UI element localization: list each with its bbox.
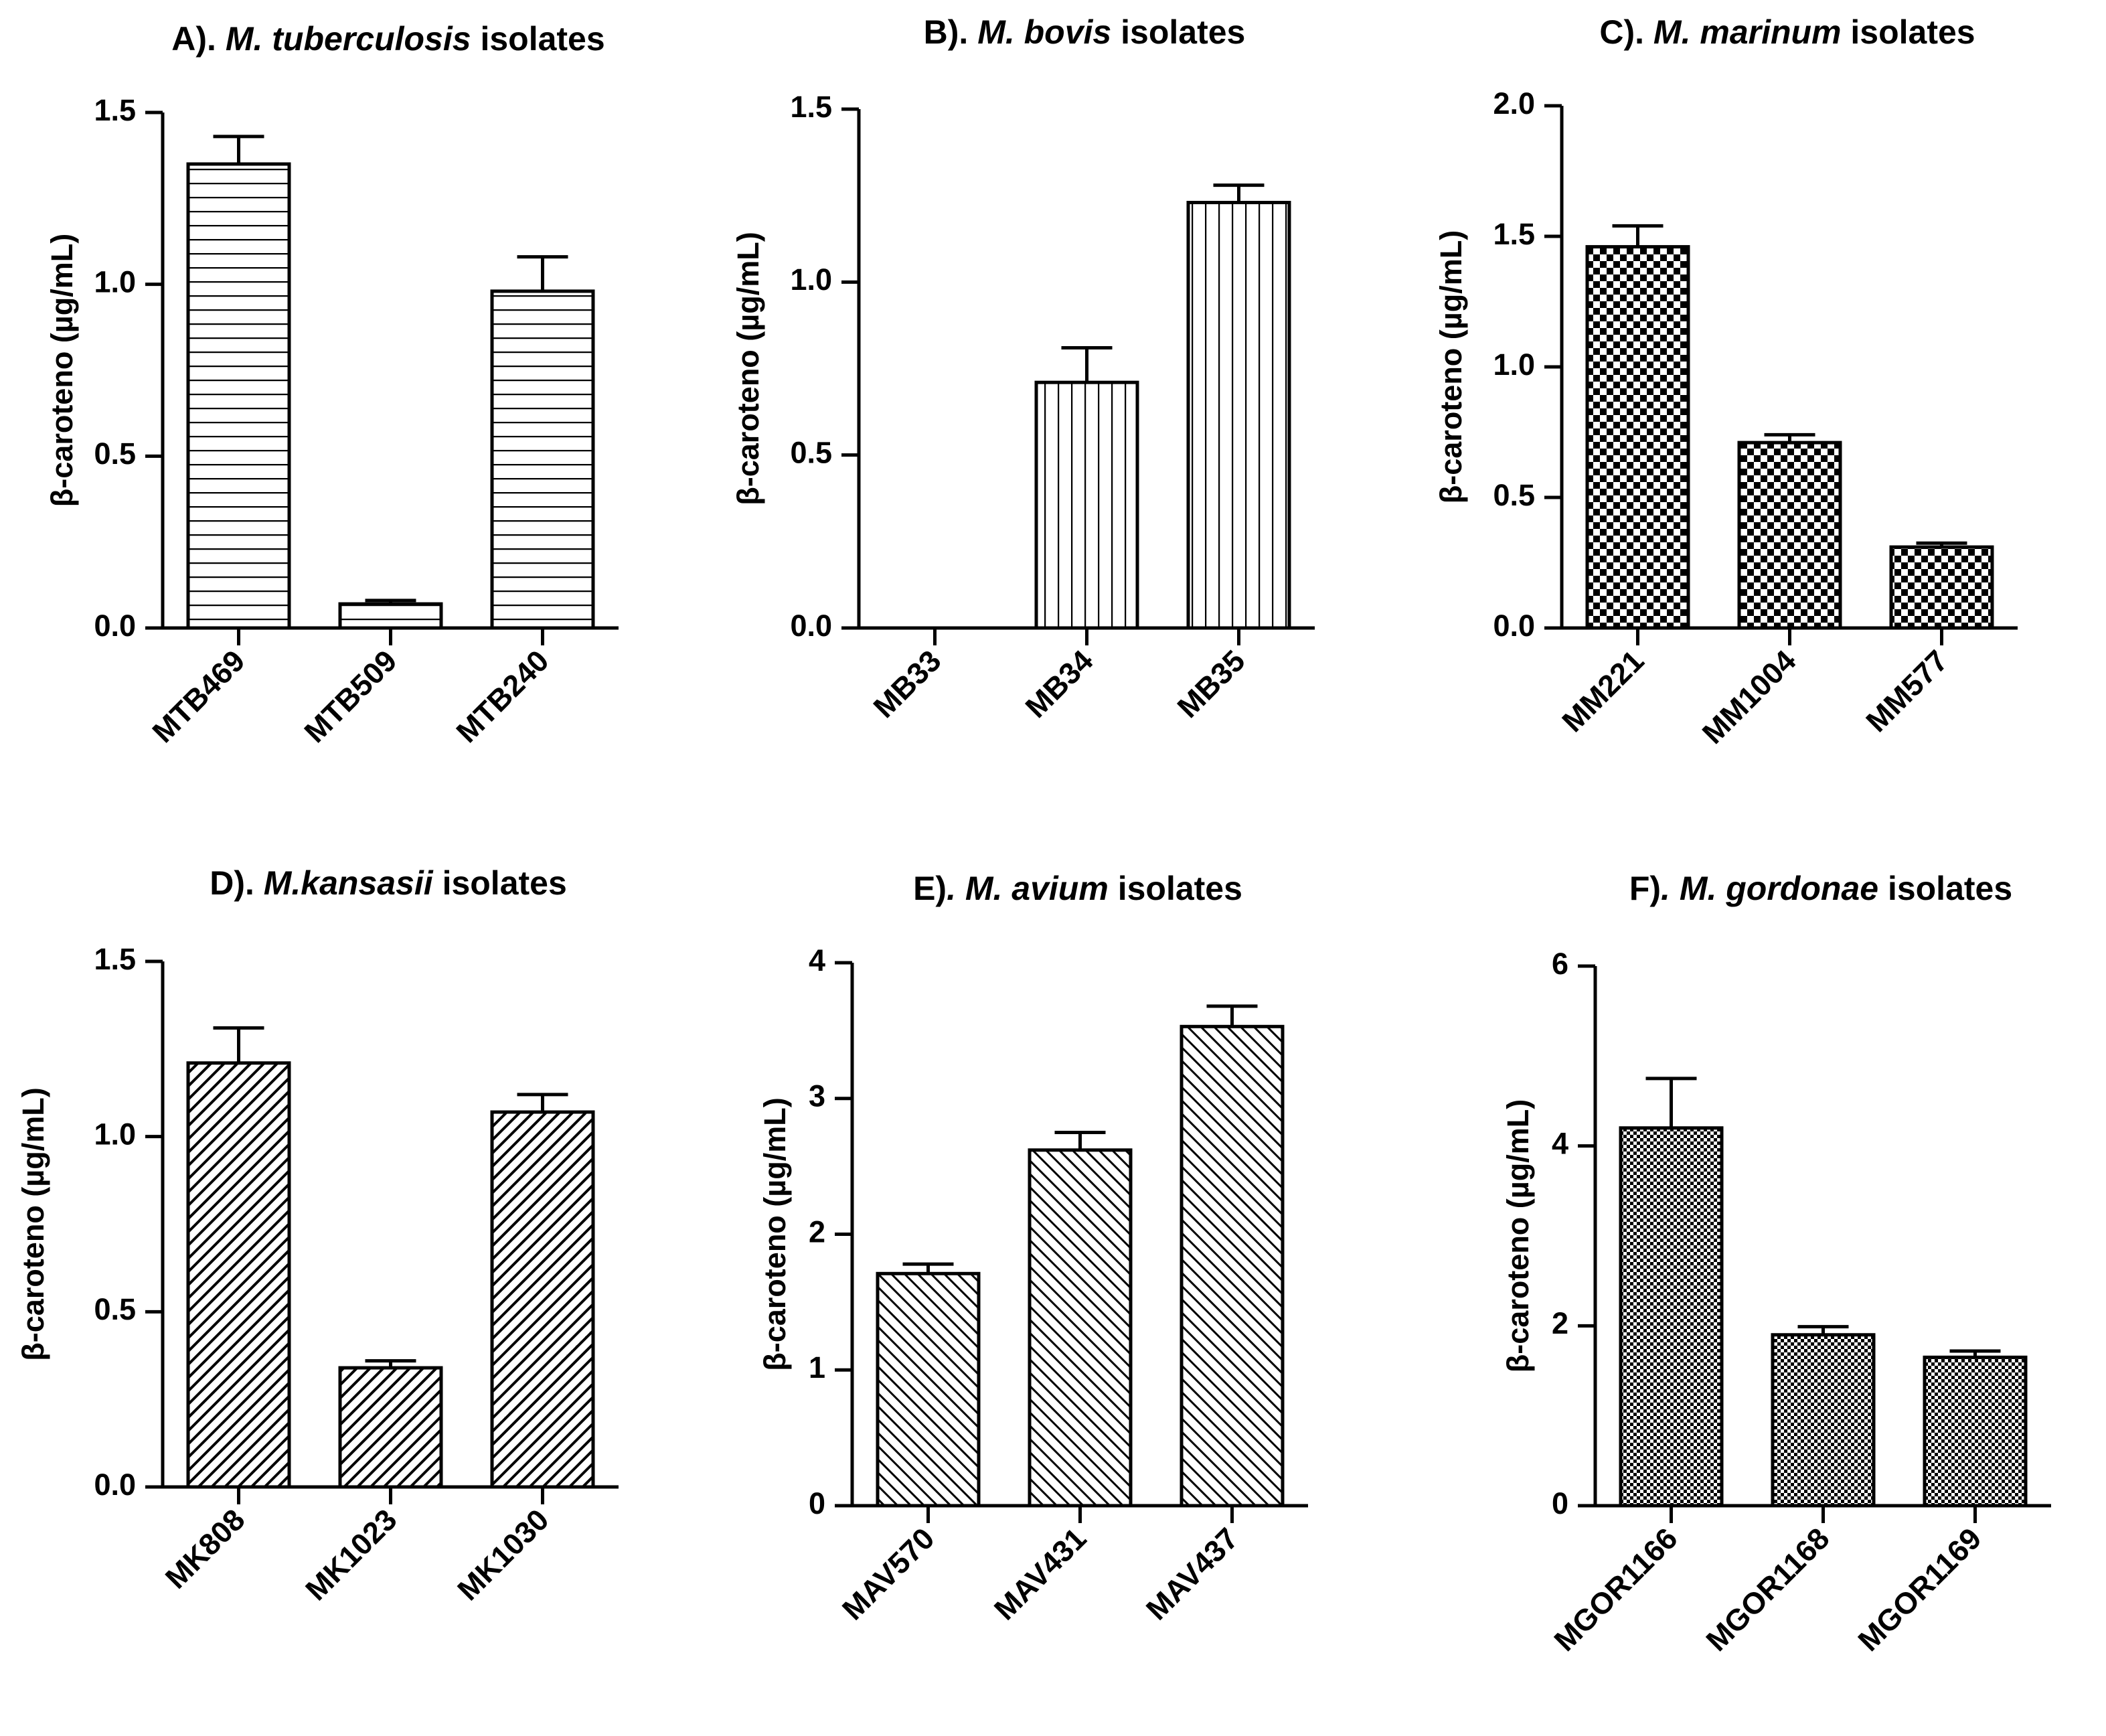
x-category-label: MTB240: [449, 643, 555, 749]
chart-title: E). M. avium isolates: [913, 870, 1242, 907]
title-prefix: E): [913, 870, 947, 907]
bar: [1585, 245, 1690, 630]
chart-panel-a: A). M. tuberculosis isolates β-caroteno (…: [45, 20, 619, 749]
chart-title: A). M. tuberculosis isolates: [171, 20, 604, 58]
y-axis-label: β-caroteno (µg/mL): [45, 234, 79, 507]
x-category-label: MM577: [1859, 643, 1954, 738]
y-tick-label: 1.0: [94, 265, 136, 299]
chart-title: B). M. bovis isolates: [924, 13, 1246, 51]
y-tick-label: 0.0: [94, 1468, 136, 1502]
bar: [338, 1366, 443, 1489]
bar: [876, 1271, 981, 1508]
y-tick-label: 1.0: [94, 1117, 136, 1152]
bar: [1186, 201, 1291, 630]
title-species: M. marinum: [1653, 13, 1842, 51]
title-suffix: isolates: [1111, 13, 1245, 51]
x-category-label: MK1023: [299, 1502, 403, 1607]
chart-panel-d: D). M.kansasii isolates β-caroteno (µg/mL…: [16, 864, 619, 1607]
bar: [1180, 1024, 1285, 1508]
title-prefix: F): [1629, 870, 1661, 907]
chart-title: F). M. gordonae isolates: [1629, 870, 2012, 907]
bar: [490, 289, 595, 630]
bar: [1619, 1126, 1724, 1508]
y-axis-label: β-caroteno (µg/mL): [758, 1097, 792, 1370]
y-tick-label: 0.0: [94, 609, 136, 643]
title-suffix: isolates: [471, 20, 605, 58]
title-prefix: C).: [1599, 13, 1653, 51]
y-tick-label: 3: [809, 1079, 825, 1113]
y-tick-label: 0.5: [790, 436, 832, 470]
y-tick-label: 4: [1552, 1127, 1568, 1161]
y-tick-label: 2.0: [1493, 86, 1535, 121]
bar: [1034, 380, 1139, 630]
x-category-label: MK808: [159, 1502, 252, 1595]
chart-title: C). M. marinum isolates: [1599, 13, 1975, 51]
y-axis-label: β-caroteno (µg/mL): [16, 1087, 50, 1360]
y-tick-label: 1.0: [1493, 347, 1535, 382]
title-suffix: isolates: [1109, 870, 1242, 907]
x-category-label: MAV437: [1139, 1521, 1245, 1627]
y-tick-label: 2: [809, 1214, 825, 1249]
title-species: . M. avium: [947, 870, 1109, 907]
x-category-label: MB33: [867, 643, 948, 724]
bar: [338, 602, 443, 630]
bar: [1771, 1333, 1876, 1508]
x-category-label: MTB509: [297, 643, 403, 749]
y-axis-label: β-caroteno (µg/mL): [1501, 1099, 1535, 1372]
bar: [1889, 545, 1994, 630]
y-tick-label: 0: [1552, 1486, 1568, 1520]
title-species: M.kansasii: [264, 864, 434, 902]
x-category-label: MB34: [1019, 643, 1100, 724]
x-category-label: MB35: [1171, 643, 1252, 724]
bar: [1923, 1355, 2028, 1508]
chart-title: D). M.kansasii isolates: [210, 864, 567, 902]
x-category-label: MAV431: [987, 1521, 1093, 1627]
title-suffix: isolates: [1878, 870, 2012, 907]
x-category-label: MK1030: [451, 1502, 555, 1607]
chart-panel-f: F). M. gordonae isolates β-caroteno (µg/m…: [1501, 870, 2051, 1658]
y-tick-label: 2: [1552, 1306, 1568, 1340]
bar: [186, 162, 291, 630]
y-tick-label: 0.0: [790, 609, 832, 643]
title-species: . M. gordonae: [1661, 870, 1878, 907]
y-tick-label: 0.5: [94, 437, 136, 471]
y-tick-label: 1.5: [94, 93, 136, 127]
title-prefix: A).: [171, 20, 226, 58]
y-tick-label: 1.5: [1493, 217, 1535, 251]
x-category-label: MGOR1168: [1699, 1521, 1836, 1658]
chart-panel-b: B). M. bovis isolates β-caroteno (µg/mL) 0…: [731, 13, 1315, 724]
chart-panel-e: E). M. avium isolates β-caroteno (µg/mL) 0…: [758, 870, 1308, 1627]
title-prefix: D).: [210, 864, 264, 902]
title-species: M. bovis: [977, 13, 1111, 51]
title-species: M. tuberculosis: [226, 20, 471, 58]
bar: [1028, 1148, 1133, 1508]
x-category-label: MAV570: [835, 1521, 941, 1627]
y-tick-label: 4: [809, 943, 825, 977]
y-tick-label: 0.5: [94, 1292, 136, 1326]
x-category-label: MGOR1169: [1851, 1521, 1988, 1658]
y-tick-label: 0.0: [1493, 609, 1535, 643]
y-tick-label: 0: [809, 1486, 825, 1520]
x-category-label: MM221: [1555, 643, 1650, 738]
y-tick-label: 0.5: [1493, 478, 1535, 512]
x-category-label: MGOR1166: [1547, 1521, 1684, 1658]
x-category-label: MTB469: [145, 643, 251, 749]
chart-panel-c: C). M. marinum isolates β-caroteno (µg/mL…: [1434, 13, 2018, 751]
y-tick-label: 1: [809, 1350, 825, 1385]
bar: [1737, 441, 1842, 630]
y-axis-label: β-caroteno (µg/mL): [731, 232, 765, 505]
bar: [186, 1061, 291, 1489]
y-tick-label: 1.0: [790, 262, 832, 297]
y-tick-label: 1.5: [790, 90, 832, 124]
title-suffix: isolates: [433, 864, 567, 902]
title-suffix: isolates: [1842, 13, 1975, 51]
x-category-label: MM1004: [1696, 643, 1803, 751]
y-tick-label: 1.5: [94, 942, 136, 976]
title-prefix: B).: [924, 13, 978, 51]
y-tick-label: 6: [1552, 947, 1568, 981]
bar: [490, 1110, 595, 1489]
y-axis-label: β-caroteno (µg/mL): [1434, 230, 1468, 503]
